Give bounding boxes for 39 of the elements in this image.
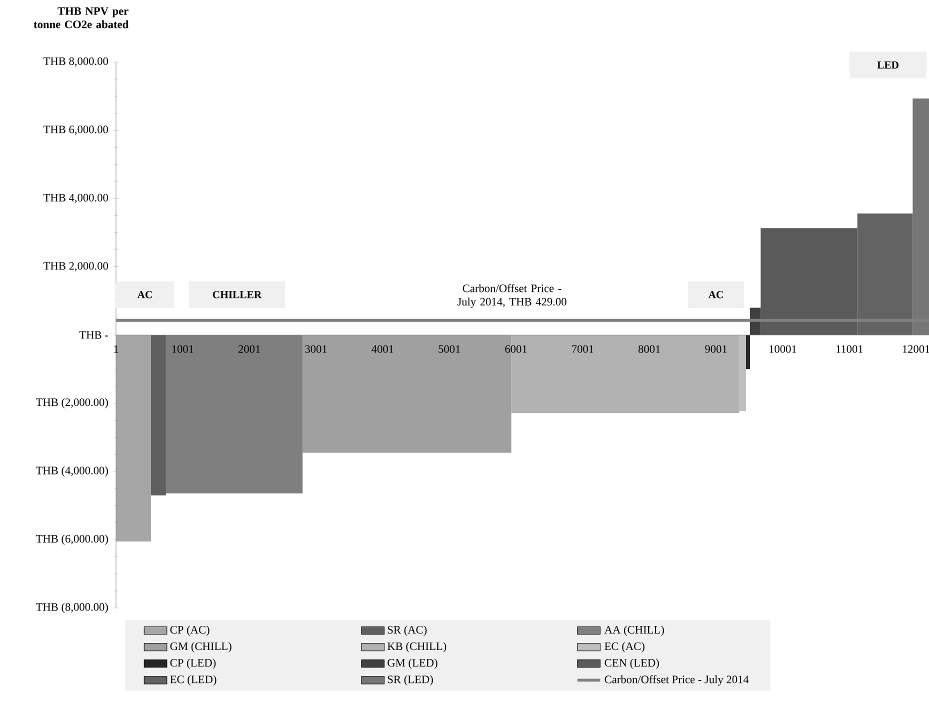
legend-label: Carbon/Offset Price - July 2014 [604,675,749,686]
legend-label: EC (LED) [170,675,216,686]
annotation: CHILLER [212,291,262,298]
annotation: Carbon/Offset Price - July 2014, THB 429.00 [457,284,566,308]
y-tick-label: THB 6,000.00 [43,126,108,135]
x-tick-label: 6001 [505,345,527,353]
x-tick-label: 9001 [705,345,727,353]
legend-label: AA (CHILL) [604,626,664,636]
y-tick-label: THB 2,000.00 [43,262,108,272]
x-tick-label: 1001 [172,345,194,353]
y-tick-label: THB - [79,331,108,339]
x-tick-label: 7001 [572,345,594,353]
x-tick-label: 5001 [438,345,460,353]
legend-label: CP (AC) [170,626,210,636]
legend-label: CP (LED) [170,658,216,669]
legend-label: EC (AC) [604,642,644,652]
x-tick-label: 11001 [836,345,863,353]
annotation: AC [708,291,723,298]
legend-label: GM (CHILL) [170,642,232,652]
y-tick-label: THB 4,000.00 [43,194,108,204]
legend-label: KB (CHILL) [387,642,446,652]
y-tick-label: THB (6,000.00) [36,534,108,545]
x-tick-label: 2001 [238,345,260,353]
x-tick-label: 8001 [638,345,660,353]
x-tick-label: 4001 [372,345,394,353]
y-tick-label: THB (2,000.00) [36,398,108,408]
y-tick-label: THB 8,000.00 [43,57,108,67]
legend-label: GM (LED) [388,658,438,669]
y-tick-label: THB (4,000.00) [36,466,108,477]
legend-label: SR (AC) [388,626,427,636]
x-tick-label: 1 [114,345,118,353]
y-tick-label: THB (8,000.00) [36,602,108,614]
x-tick-label: 3001 [305,345,327,353]
legend-label: CEN (LED) [604,658,659,669]
y-axis-title: THB NPV per tonne CO2e abated [34,7,128,28]
annotation: AC [137,291,152,298]
annotation: LED [877,61,898,68]
legend-label: SR (LED) [388,675,433,686]
x-tick-label: 10001 [770,345,796,353]
